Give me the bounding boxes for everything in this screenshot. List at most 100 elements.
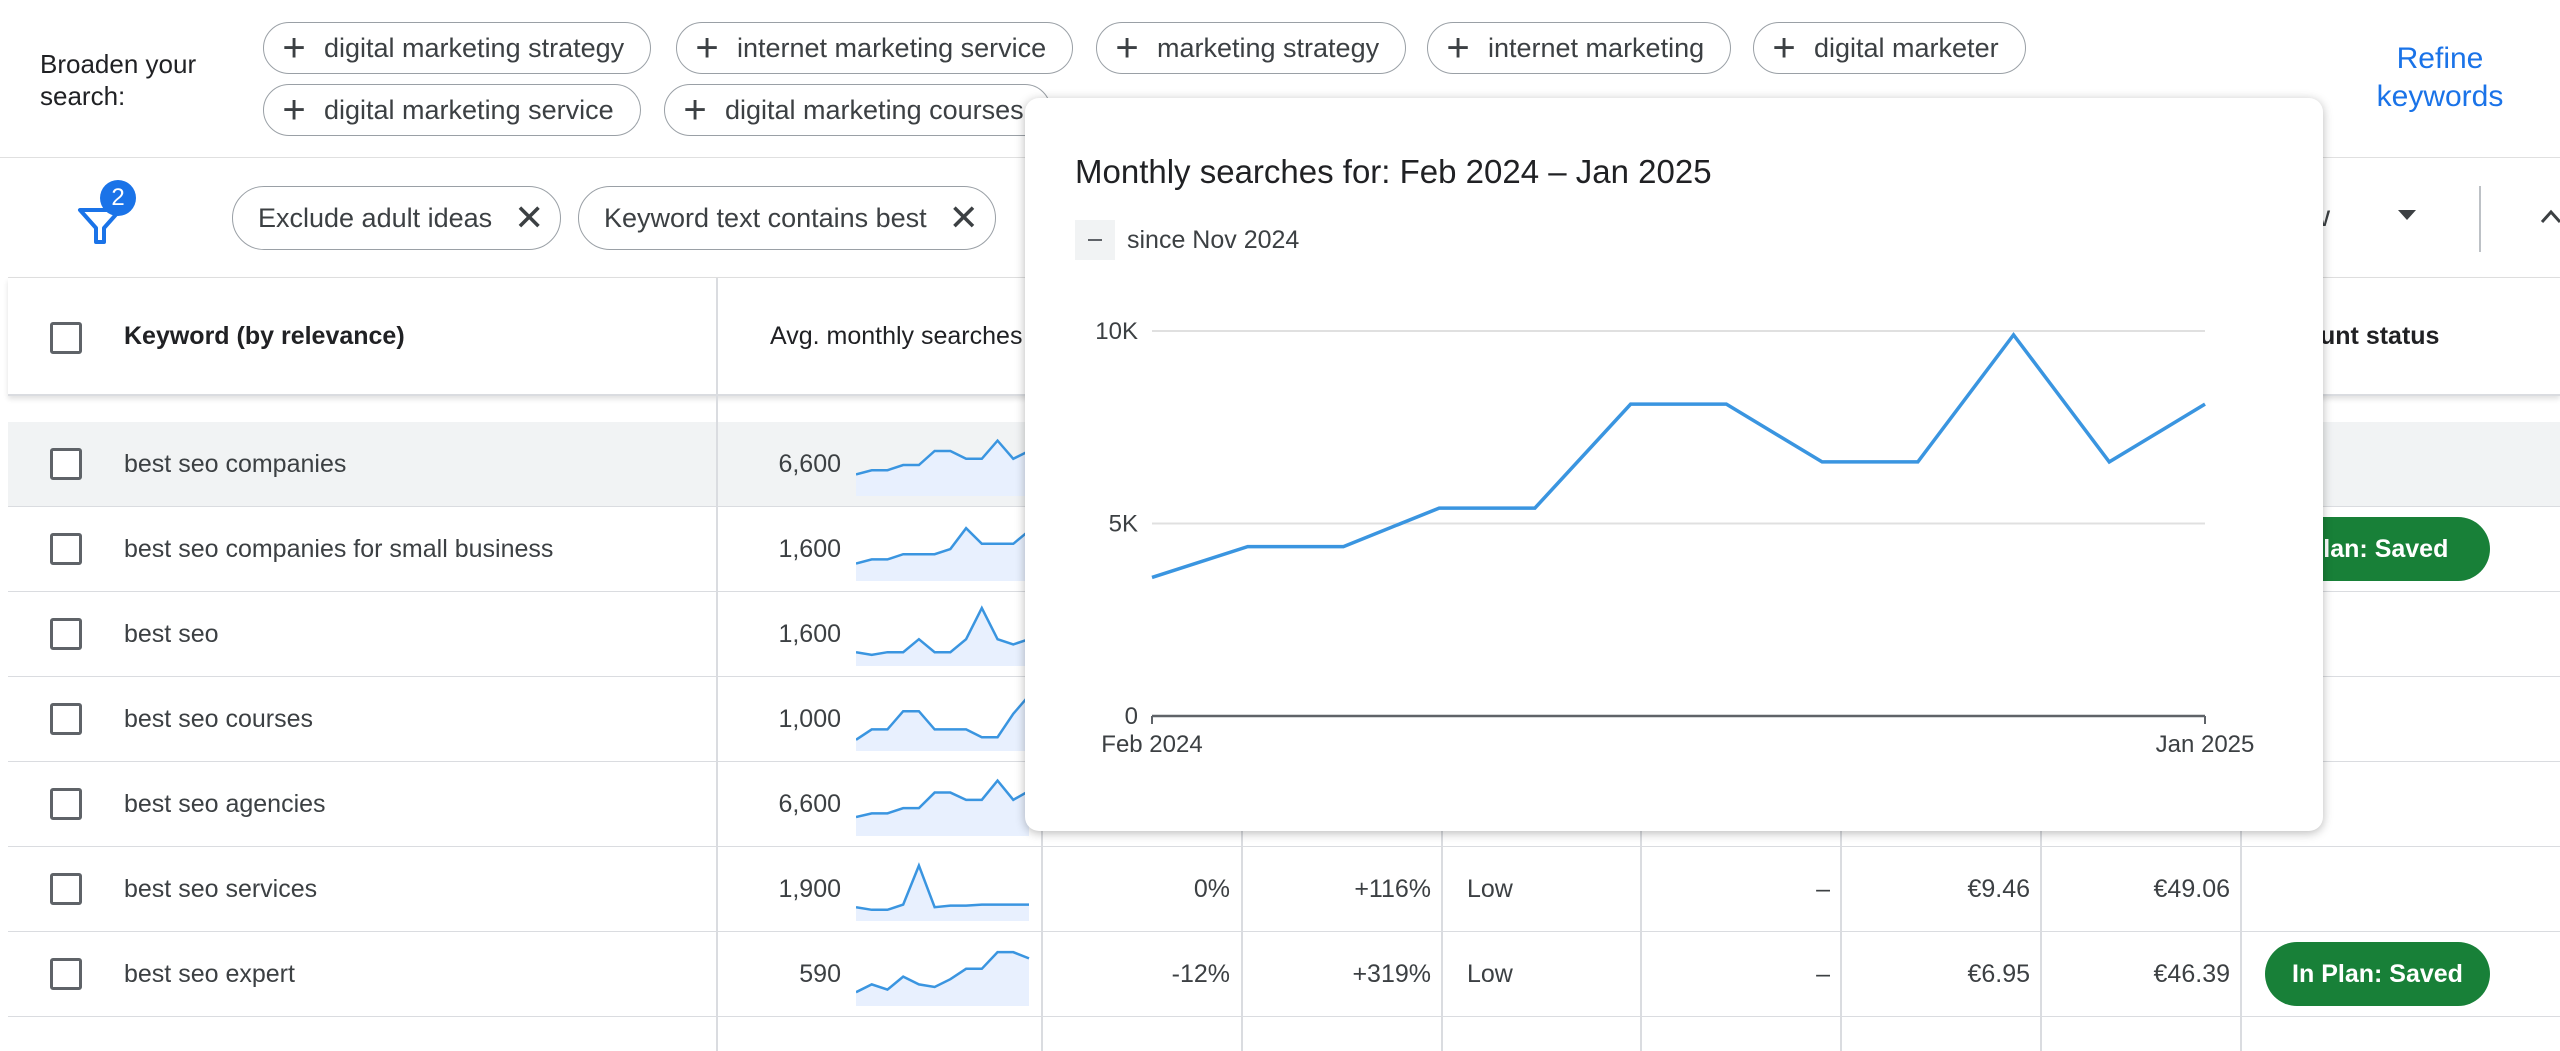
chip-label: internet marketing — [1488, 32, 1705, 63]
plus-icon: + — [1772, 26, 1796, 70]
legend-toggle-icon[interactable] — [1075, 220, 1115, 260]
broaden-chip-marketing-strategy[interactable]: + marketing strategy — [1096, 22, 1407, 74]
trend-sparkline[interactable] — [856, 432, 1031, 496]
plan-status-badge[interactable]: In Plan: Saved — [2265, 942, 2490, 1006]
column-header-avg-monthly-searches[interactable]: Avg. monthly searches — [770, 322, 1023, 350]
ad-share-cell: – — [1816, 960, 1830, 988]
row-checkbox[interactable] — [50, 533, 82, 565]
filter-chip-label: Keyword text contains best — [604, 202, 927, 233]
sparkline-line — [856, 438, 1030, 476]
row-checkbox[interactable] — [50, 788, 82, 820]
chip-label: digital marketing service — [324, 94, 614, 125]
sparkline-line — [856, 526, 1030, 565]
filter-chip-exclude-adult[interactable]: Exclude adult ideas ✕ — [232, 186, 562, 250]
row-checkbox[interactable] — [50, 448, 82, 480]
chevron-up-icon[interactable] — [2536, 202, 2560, 232]
filter-chip-keyword-text[interactable]: Keyword text contains best ✕ — [578, 186, 996, 250]
keyword-cell: best seo expert — [124, 960, 295, 988]
trend-sparkline[interactable] — [856, 687, 1031, 751]
x-tick-label: Jan 2025 — [2156, 731, 2255, 758]
bid-low-cell: €6.95 — [1967, 960, 2030, 988]
keyword-cell: best seo companies — [124, 450, 347, 478]
divider — [2479, 186, 2481, 252]
sparkline-area — [856, 440, 1029, 496]
series-line — [1151, 331, 2206, 580]
sparkline-line — [856, 694, 1030, 741]
plus-icon: + — [1446, 26, 1470, 70]
column-header-keyword[interactable]: Keyword (by relevance) — [124, 322, 405, 350]
row-checkbox[interactable] — [50, 618, 82, 650]
x-tick-label: Feb 2024 — [1101, 731, 1202, 758]
chip-label: marketing strategy — [1157, 32, 1380, 63]
keyword-cell: best seo services — [124, 875, 318, 903]
sparkline-line — [856, 950, 1030, 994]
sparkline-line — [856, 605, 1030, 657]
bid-high-cell: €49.06 — [2153, 875, 2230, 903]
sparkline-line — [856, 778, 1030, 819]
legend-label: since Nov 2024 — [1127, 226, 1300, 254]
broaden-chip-digital-marketing-courses[interactable]: + digital marketing courses — [664, 84, 1051, 136]
caret-down-icon[interactable] — [2398, 210, 2416, 220]
close-icon[interactable]: ✕ — [948, 197, 979, 238]
select-all-checkbox[interactable] — [50, 322, 82, 354]
keyword-cell: best seo agencies — [124, 790, 326, 818]
monthly-searches-chart: 0 5K 10K Feb 2024 Jan 2025 — [1095, 318, 2255, 758]
avg-monthly-searches-cell: 590 — [799, 960, 841, 988]
row-checkbox[interactable] — [50, 873, 82, 905]
filter-chip-label: Exclude adult ideas — [258, 202, 493, 233]
sparkline-area — [856, 528, 1029, 581]
plus-icon: + — [695, 26, 719, 70]
broaden-chip-internet-marketing[interactable]: + internet marketing — [1427, 22, 1732, 74]
trend-sparkline[interactable] — [856, 942, 1031, 1006]
avg-monthly-searches-cell: 6,600 — [778, 450, 841, 478]
bid-low-cell: €9.46 — [1967, 875, 2030, 903]
row-checkbox[interactable] — [50, 958, 82, 990]
three-month-cell: -12% — [1171, 960, 1230, 988]
table-row[interactable]: best seo services 1,900 0% +116% Low – €9.46 €4… — [8, 847, 2560, 932]
plus-icon: + — [282, 88, 306, 132]
plus-icon: + — [683, 88, 707, 132]
column-header-account-status[interactable]: unt status — [2320, 322, 2440, 350]
avg-monthly-searches-cell: 1,600 — [778, 620, 841, 648]
sparkline-area — [856, 608, 1029, 666]
competition-cell: Low — [1467, 960, 1513, 988]
avg-monthly-searches-cell: 1,000 — [778, 705, 841, 733]
table-row[interactable]: best seo expert 590 -12% +319% Low – €6.95 €46.… — [8, 932, 2560, 1017]
sparkline-area — [856, 695, 1029, 751]
broaden-chip-digital-marketer[interactable]: + digital marketer — [1753, 22, 2026, 74]
close-icon[interactable]: ✕ — [514, 197, 545, 238]
trend-sparkline[interactable] — [856, 517, 1031, 581]
sparkline-area — [856, 865, 1029, 921]
trend-sparkline[interactable] — [856, 602, 1031, 666]
avg-monthly-searches-cell: 1,600 — [778, 535, 841, 563]
trend-sparkline[interactable] — [856, 857, 1031, 921]
sparkline-area — [856, 952, 1029, 1006]
plus-icon: + — [1115, 26, 1139, 70]
trend-sparkline[interactable] — [856, 772, 1031, 836]
chip-label: digital marketing courses — [725, 94, 1024, 125]
filter-count-badge: 2 — [100, 180, 136, 216]
three-month-cell: 0% — [1193, 875, 1230, 903]
chip-label: internet marketing service — [737, 32, 1047, 63]
bid-high-cell: €46.39 — [2153, 960, 2230, 988]
table-row[interactable]: best seo agencies 6,600 — [8, 762, 2560, 847]
competition-cell: Low — [1467, 875, 1513, 903]
keyword-cell: best seo courses — [124, 705, 313, 733]
broaden-label: Broaden your search: — [40, 49, 197, 111]
monthly-searches-popup: Monthly searches for: Feb 2024 – Jan 202… — [1025, 98, 2323, 831]
broaden-chip-internet-marketing-service[interactable]: + internet marketing service — [676, 22, 1074, 74]
chip-label: digital marketer — [1814, 32, 1999, 63]
broaden-chip-digital-marketing-service[interactable]: + digital marketing service — [263, 84, 641, 136]
keyword-cell: best seo — [124, 620, 219, 648]
row-checkbox[interactable] — [50, 703, 82, 735]
y-tick-label: 0 — [1125, 703, 1138, 730]
plus-icon: + — [282, 26, 306, 70]
column-divider — [716, 278, 718, 1051]
yoy-cell: +319% — [1352, 960, 1431, 988]
broaden-chip-digital-marketing-strategy[interactable]: + digital marketing strategy — [263, 22, 652, 74]
y-tick-label: 10K — [1095, 318, 1138, 345]
avg-monthly-searches-cell: 6,600 — [778, 790, 841, 818]
keyword-cell: best seo companies for small business — [124, 535, 554, 563]
sparkline-area — [856, 780, 1029, 836]
refine-keywords-link[interactable]: Refine keywords — [2376, 42, 2504, 113]
